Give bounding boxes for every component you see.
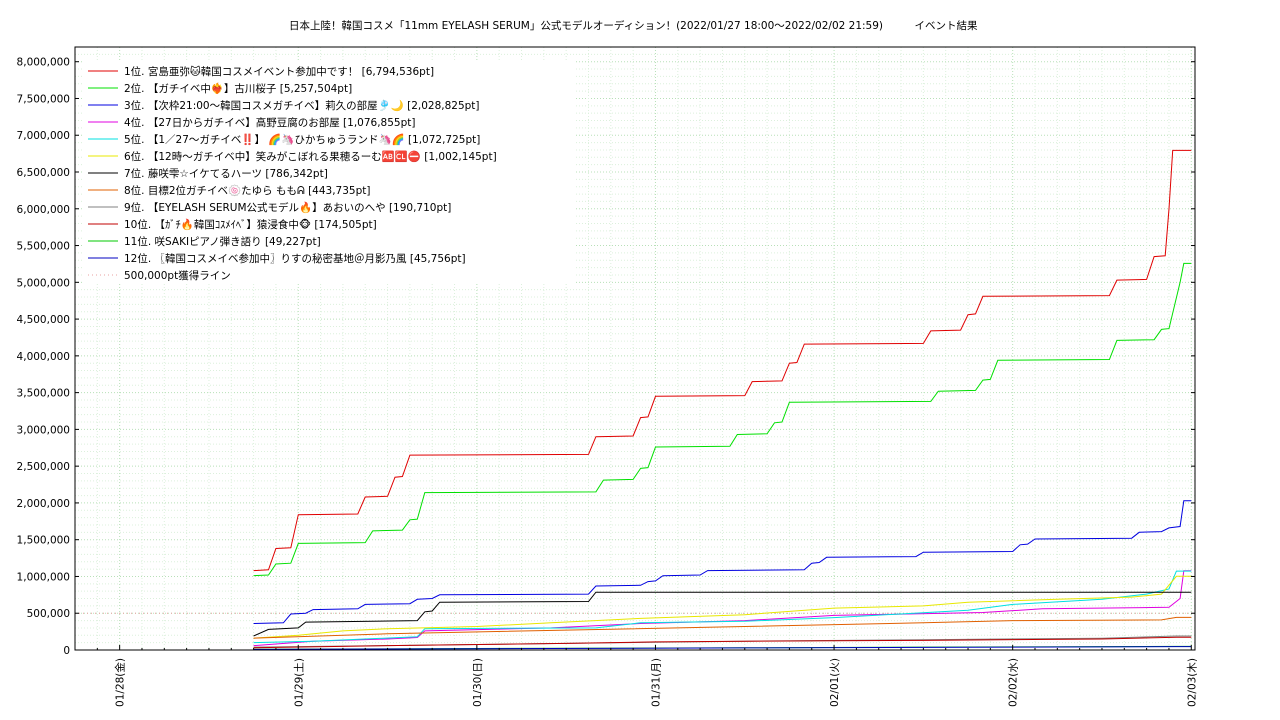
legend-entry-3: 3位. 【次枠21:00〜韓国コスメガチイベ】莉久の部屋🎐🌙 [2,028,82…: [124, 99, 480, 112]
x-tick-label: 01/30(日): [472, 658, 484, 707]
y-tick-label: 2,000,000: [17, 498, 70, 510]
legend-entry-9: 9位. 【EYELASH SERUM公式モデル🔥】あおいのへや [190,710…: [124, 201, 451, 214]
y-tick-label: 4,500,000: [17, 314, 70, 326]
y-tick-label: 1,000,000: [17, 571, 70, 583]
series-line-7: [253, 591, 1192, 637]
x-tick-label: 01/29(土): [292, 658, 305, 707]
series-line-1: [253, 149, 1192, 572]
legend-entry-4: 4位. 【27日からガチイベ】高野豆腐のお部屋 [1,076,855pt]: [124, 116, 415, 129]
legend-entry-7: 7位. 藤咲雫☆イケてるハーツ [786,342pt]: [124, 167, 328, 180]
y-tick-label: 0: [63, 645, 70, 657]
series-line-4: [253, 570, 1192, 647]
legend-entry-6: 6位. 【12時〜ガチイベ中】笑みがこぼれる果穂るーむ🆎🆑⛔ [1,002,14…: [124, 150, 497, 163]
y-tick-label: 5,000,000: [17, 277, 70, 289]
chart-title: 日本上陸！韓国コスメ「11mm EYELASH SERUM」公式モデルオーディシ…: [289, 19, 883, 32]
series-line-5: [253, 570, 1192, 644]
y-axis: 0 500,000 1,000,000 1,500,000 2,000,000 2,500…: [17, 57, 1195, 657]
y-tick-label: 3,500,000: [17, 388, 70, 400]
y-tick-label: 8,000,000: [17, 57, 70, 69]
y-tick-label: 4,000,000: [17, 351, 70, 363]
legend: 1位. 宮島亜弥🐱韓国コスメイベント参加中です！ [6,794,536pt] 2…: [84, 60, 574, 284]
legend-entry-8: 8位. 目標2位ガチイベ🍥たゆら ももᕱ [443,735pt]: [124, 184, 370, 197]
legend-entry-2: 2位. 【ガチイベ中❤️‍🔥】古川桜子 [5,257,504pt]: [124, 82, 352, 95]
y-tick-label: 2,500,000: [17, 461, 70, 473]
y-tick-label: 5,500,000: [17, 241, 70, 253]
series-line-8: [253, 616, 1192, 639]
legend-entry-11: 11位. 咲SAKIピアノ弾き語り [49,227pt]: [124, 235, 321, 248]
x-tick-label: 02/01(火): [829, 658, 841, 707]
series-line-6: [253, 575, 1192, 639]
legend-entry-1: 1位. 宮島亜弥🐱韓国コスメイベント参加中です！ [6,794,536pt]: [124, 65, 434, 78]
y-tick-label: 3,000,000: [17, 424, 70, 436]
x-tick-label: 02/02(水): [1008, 658, 1020, 707]
plot-frame: [74, 46, 1196, 651]
x-tick-label: 01/31(月): [650, 658, 662, 707]
legend-entry-reference: 500,000pt獲得ライン: [124, 269, 231, 282]
series-line-2: [253, 262, 1192, 577]
x-tick-label: 02/03(木): [1186, 658, 1198, 707]
y-tick-label: 6,000,000: [17, 204, 70, 216]
y-tick-label: 6,500,000: [17, 167, 70, 179]
series-line-3: [253, 500, 1192, 624]
legend-entry-10: 10位. 【ｶﾞﾁ🔥韓国ｺｽﾒｲﾍﾞ】猿浸食中🐵 [174,505pt]: [124, 218, 377, 231]
legend-entry-5: 5位. 【1／27〜ガチイベ‼️】 🌈🦄ひかちゅうランド🦄🌈 [1,072,72…: [124, 133, 480, 146]
y-tick-label: 7,000,000: [17, 130, 70, 142]
y-tick-label: 500,000: [27, 608, 70, 620]
y-tick-label: 1,500,000: [17, 535, 70, 547]
chart-subtitle: イベント結果: [915, 19, 978, 32]
x-tick-label: 01/28(金): [114, 658, 127, 707]
y-tick-label: 7,500,000: [17, 93, 70, 105]
legend-entry-12: 12位. 〖韓国コスメイベ参加中〗りすの秘密基地＠月影乃風 [45,756pt]: [124, 252, 466, 265]
legend-background: [84, 60, 574, 284]
x-axis: 01/28(金) 01/29(土) 01/30(日) 01/31(月) 02/01(火)…: [96, 645, 1198, 707]
series-line-10: [253, 636, 1192, 649]
